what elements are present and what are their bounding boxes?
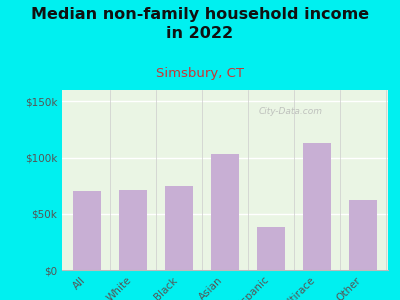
Text: Simsbury, CT: Simsbury, CT xyxy=(156,68,244,80)
Text: City-Data.com: City-Data.com xyxy=(258,107,322,116)
Bar xyxy=(119,190,148,270)
Bar xyxy=(348,200,377,270)
Text: Median non-family household income
in 2022: Median non-family household income in 20… xyxy=(31,8,369,41)
Bar xyxy=(165,186,193,270)
Bar xyxy=(257,227,285,270)
Bar xyxy=(302,143,331,270)
Bar xyxy=(211,154,239,270)
Bar xyxy=(73,191,102,270)
